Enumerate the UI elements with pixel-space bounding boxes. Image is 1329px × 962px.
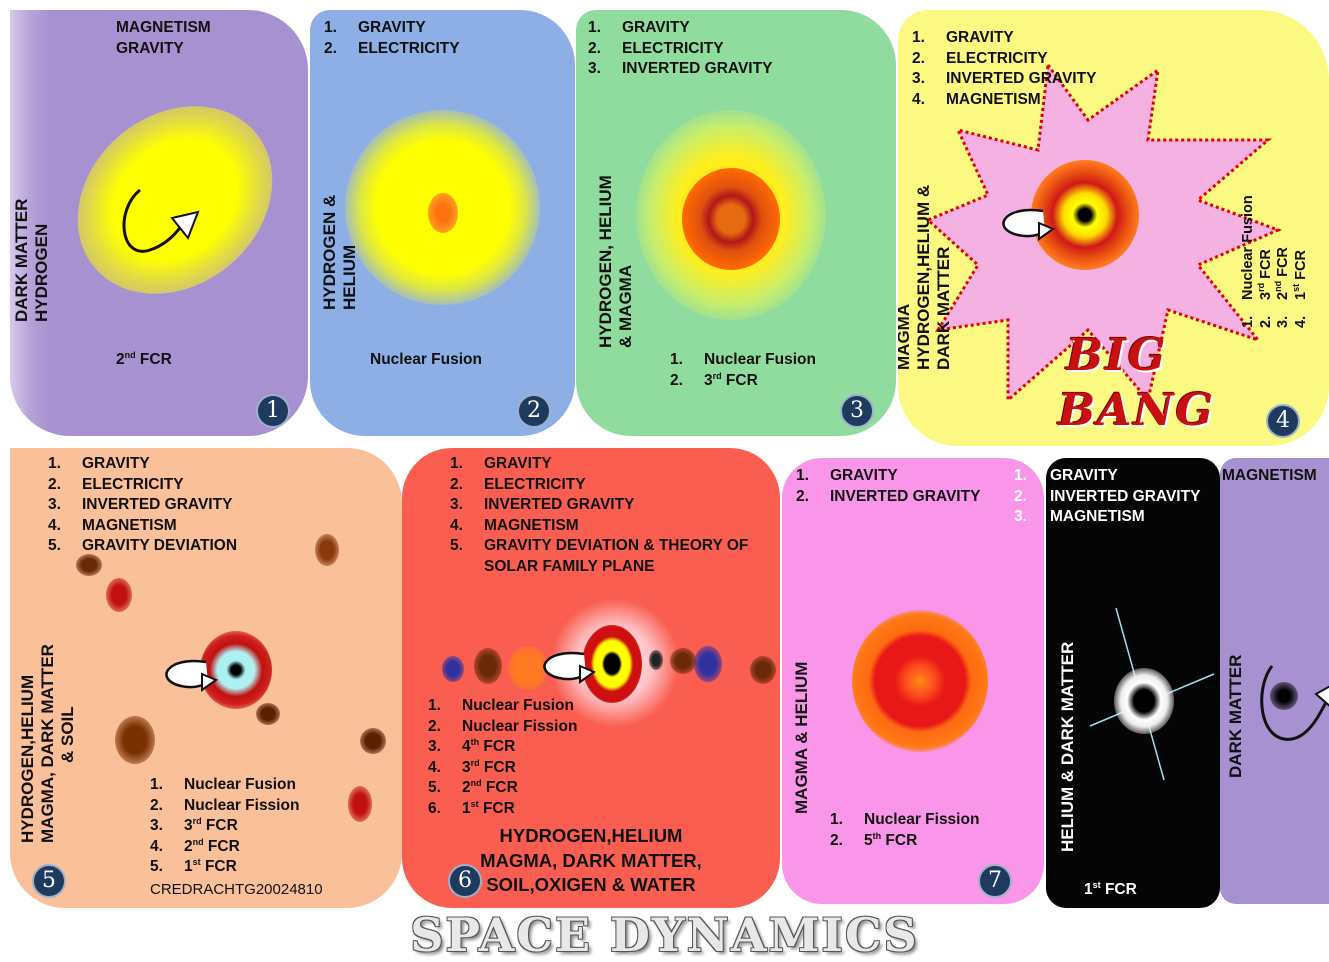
fcr-label: 1st FCR <box>1084 879 1137 898</box>
planet <box>106 578 132 612</box>
planet <box>649 650 663 670</box>
process-list: 1. Nuclear Fusion 2. Nuclear Fission 3. 3rd… <box>150 776 300 875</box>
planet <box>508 646 548 690</box>
planet <box>256 703 280 725</box>
composition-label: MAGMA & HELIUM <box>792 661 811 814</box>
stage-number-badge: 4 <box>1266 404 1300 438</box>
stage-2-panel: 1. GRAVITY 2. ELECTRICITY HYDROGEN & HELIUM… <box>310 10 575 436</box>
planet <box>750 656 776 684</box>
page-title: SPACE DYNAMICS <box>410 908 919 962</box>
planet <box>360 728 386 754</box>
stage-5-panel: 1. GRAVITY 2. ELECTRICITY 3. INVERTED GRAVI… <box>10 448 402 908</box>
composition-label: DARK MATTER HYDROGEN <box>12 198 51 322</box>
sun <box>582 625 642 703</box>
forces-label: MAGNETISM <box>1222 467 1317 484</box>
forces-list: 1. GRAVITY 2. ELECTRICITY 3. INVERTED GRAVI… <box>588 19 773 77</box>
stage-number-badge: 3 <box>840 394 874 428</box>
composition-label: DARK MATTER <box>1226 654 1245 778</box>
process-label: Nuclear Fusion <box>370 351 482 368</box>
rotation-arrow-icon <box>1002 208 1056 241</box>
stage-number-badge: 7 <box>978 864 1012 898</box>
planet <box>442 656 464 682</box>
stage-number-badge: 6 <box>448 864 482 898</box>
planet <box>315 534 339 566</box>
process-list: 1.Nuclear Fusion 2.3rd FCR 3.2nd FCR 4.1… <box>1240 195 1309 328</box>
composition-label: MAGMA HYDROGEN,HELIUM & DARK MATTER <box>898 184 953 370</box>
rotation-arrow-icon <box>165 659 219 692</box>
composition-label: HYDROGEN, HELIUM & MAGMA <box>596 175 635 348</box>
rotation-arrow-icon <box>1260 665 1329 741</box>
composition-label: HYDROGEN,HELIUM MAGMA, DARK MATTER & SOIL <box>18 644 77 843</box>
stage-number-badge: 1 <box>256 394 290 428</box>
sun <box>200 631 272 709</box>
planet <box>348 786 372 822</box>
process-list: 1. Nuclear Fusion 2. 3rd FCR <box>670 351 816 389</box>
process-list: 1. Nuclear Fission 2. 5th FCR <box>830 811 980 849</box>
forces-list: 1. GRAVITY 2. ELECTRICITY 3. INVERTED GRAVI… <box>450 455 749 575</box>
big-bang-label: BIG BANG <box>1058 330 1216 436</box>
planet <box>76 554 102 576</box>
forces-list: 1. GRAVITY 2. INVERTED GRAVITY <box>796 467 981 505</box>
stage-4-panel: 1. GRAVITY 2. ELECTRICITY 3. INVERTED GRAVI… <box>898 10 1329 446</box>
stage-8-panel: GRAVITY INVERTED GRAVITY MAGNETISM HELIUM … <box>1046 458 1220 908</box>
stage-6-panel: 1. GRAVITY 2. ELECTRICITY 3. INVERTED GRAVI… <box>402 448 780 908</box>
fcr-label: 2nd FCR <box>116 349 172 368</box>
helium-ring <box>1114 668 1174 734</box>
list-numbers: 1. 2. 3. <box>1014 467 1027 525</box>
forces-list: GRAVITY INVERTED GRAVITY MAGNETISM <box>1050 467 1201 525</box>
star-core <box>1031 160 1139 270</box>
stage-7-panel: 1. GRAVITY 2. INVERTED GRAVITY 1. 2. 3. MAGM… <box>782 458 1044 904</box>
stage-number-badge: 2 <box>517 394 551 428</box>
credit-label: CREDRACHTG20024810 <box>150 881 323 898</box>
forces-label: MAGNETISM GRAVITY <box>116 19 211 57</box>
stage-number-badge: 5 <box>32 864 66 898</box>
composition-label: HYDROGEN & HELIUM <box>320 194 359 310</box>
planet <box>474 648 502 684</box>
stage-1-panel: MAGNETISM GRAVITY DARK MATTER HYDROGEN 2nd… <box>10 10 308 436</box>
forces-list: 1. GRAVITY 2. ELECTRICITY <box>324 19 460 57</box>
forces-list: 1. GRAVITY 2. ELECTRICITY 3. INVERTED GRAVI… <box>912 29 1097 108</box>
composition-label: HYDROGEN,HELIUM MAGMA, DARK MATTER, SOIL,O… <box>480 825 702 895</box>
planet <box>115 716 155 764</box>
planet <box>694 646 722 682</box>
core <box>428 193 458 233</box>
forces-list: 1. GRAVITY 2. ELECTRICITY 3. INVERTED GRAVI… <box>48 455 238 554</box>
stage-3-panel: 1. GRAVITY 2. ELECTRICITY 3. INVERTED GRAVI… <box>576 10 896 436</box>
dark-matter-core <box>1270 682 1298 710</box>
star <box>852 610 988 752</box>
composition-label: HELIUM & DARK MATTER <box>1058 641 1077 852</box>
planet <box>670 648 696 674</box>
stage-9-panel: MAGNETISM DARK MATTER <box>1220 458 1329 904</box>
magma-ring <box>682 168 780 270</box>
rotation-arrow-icon <box>122 188 200 253</box>
process-list: 1. Nuclear Fusion 2. Nuclear Fission 3. 4th… <box>428 697 578 817</box>
rotation-arrow-icon <box>543 651 597 684</box>
